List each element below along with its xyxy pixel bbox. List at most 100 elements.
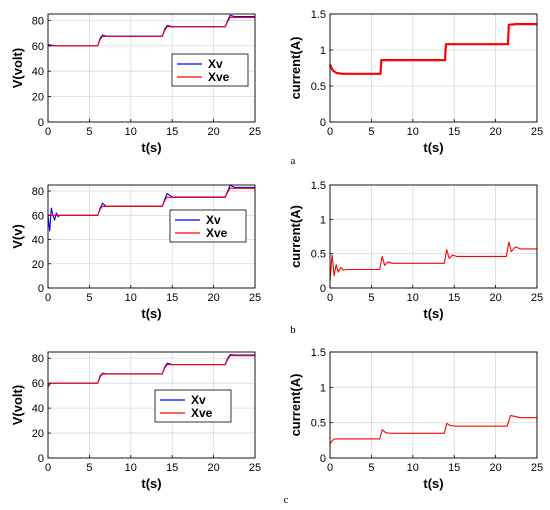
series-line-current: [328, 23, 537, 75]
legend-entry: Xve: [206, 226, 228, 240]
plot-area: [330, 352, 537, 458]
x-tick-label: 20: [489, 126, 501, 138]
series-line-xve: [47, 355, 255, 387]
x-tick-label: 5: [368, 292, 374, 304]
y-tick-label: 0: [320, 453, 326, 465]
x-tick-label: 25: [249, 292, 261, 304]
legend-entry: Xv: [208, 57, 223, 71]
y-axis-label: current(A): [288, 374, 303, 437]
plot-area: [330, 14, 537, 122]
x-tick-label: 20: [207, 292, 219, 304]
x-axis-label: t(s): [423, 306, 443, 321]
x-tick-label: 20: [489, 462, 501, 474]
y-tick-label: 0.5: [311, 418, 326, 430]
axes-box: [47, 351, 256, 459]
legend-entry: Xve: [208, 70, 230, 84]
x-tick-label: 0: [45, 292, 51, 304]
x-tick-label: 25: [531, 292, 543, 304]
x-tick-label: 0: [327, 126, 333, 138]
x-tick-label: 15: [166, 462, 178, 474]
y-axis-label: current(A): [288, 37, 303, 100]
x-tick-label: 20: [207, 462, 219, 474]
x-tick-label: 15: [448, 292, 460, 304]
x-tick-label: 20: [489, 292, 501, 304]
series-line-current: [329, 415, 537, 445]
x-axis-label: t(s): [423, 476, 443, 491]
y-tick-label: 1: [320, 214, 326, 226]
legend-box: [171, 53, 249, 87]
series-line-xve: [48, 16, 255, 47]
y-axis-label: V(volt): [10, 385, 25, 425]
panel-caption: b: [290, 324, 296, 336]
x-tick-label: 10: [125, 292, 137, 304]
legend-box: [154, 389, 232, 423]
y-tick-label: 0: [38, 117, 44, 129]
legend-entry: Xv: [206, 213, 221, 227]
x-tick-label: 25: [249, 462, 261, 474]
y-tick-label: 0: [320, 283, 326, 295]
x-tick-label: 15: [166, 292, 178, 304]
y-tick-label: 20: [32, 92, 44, 104]
y-tick-label: 40: [32, 403, 44, 415]
x-axis-label: t(s): [141, 476, 161, 491]
legend-box: [169, 209, 247, 243]
y-tick-label: 1.5: [311, 347, 326, 359]
x-tick-label: 0: [45, 462, 51, 474]
x-tick-label: 15: [448, 462, 460, 474]
y-tick-label: 60: [32, 41, 44, 53]
y-tick-label: 80: [32, 15, 44, 27]
y-axis-label: V(volt): [10, 48, 25, 88]
y-tick-label: 0.5: [311, 81, 326, 93]
axes-box: [47, 184, 256, 289]
x-axis-label: t(s): [423, 140, 443, 155]
x-tick-label: 10: [125, 126, 137, 138]
x-tick-label: 5: [86, 292, 92, 304]
x-tick-label: 5: [86, 462, 92, 474]
y-tick-label: 20: [32, 259, 44, 271]
x-tick-label: 0: [327, 462, 333, 474]
chart-panel-c-current: 0 5 10 15 20 25 0 0.5 1 1.5 t(s) current(A): [288, 347, 543, 491]
y-tick-label: 1.5: [311, 180, 326, 192]
y-tick-label: 1: [320, 45, 326, 57]
x-tick-label: 5: [86, 126, 92, 138]
x-axis-label: t(s): [141, 306, 161, 321]
x-tick-label: 10: [407, 292, 419, 304]
x-tick-label: 25: [531, 126, 543, 138]
y-tick-label: 0: [38, 453, 44, 465]
axes-box: [329, 184, 538, 289]
axes-box: [329, 351, 538, 459]
plot-area: [330, 185, 537, 288]
x-tick-label: 25: [249, 126, 261, 138]
chart-panel-a-current: 0 5 10 15 20 25 0 0.5 1 1.5 t(s) current(A): [288, 9, 543, 155]
y-tick-label: 60: [32, 378, 44, 390]
legend-entry: Xve: [191, 406, 213, 420]
y-tick-label: 0: [38, 283, 44, 295]
y-tick-label: 0: [320, 117, 326, 129]
y-tick-label: 1.5: [311, 9, 326, 21]
x-tick-label: 15: [448, 126, 460, 138]
x-tick-label: 0: [327, 292, 333, 304]
x-tick-label: 25: [531, 462, 543, 474]
x-tick-label: 0: [45, 126, 51, 138]
x-axis-label: t(s): [141, 140, 161, 155]
panel-caption: c: [284, 494, 289, 506]
panel-caption: a: [291, 155, 296, 167]
x-tick-label: 10: [125, 462, 137, 474]
series-line-xve: [48, 187, 255, 216]
x-tick-label: 5: [368, 126, 374, 138]
axes-box: [47, 13, 256, 123]
x-tick-label: 10: [407, 462, 419, 474]
x-tick-label: 20: [207, 126, 219, 138]
y-tick-label: 80: [32, 186, 44, 198]
series-line-current: [329, 241, 537, 282]
y-tick-label: 80: [32, 353, 44, 365]
x-tick-label: 5: [368, 462, 374, 474]
